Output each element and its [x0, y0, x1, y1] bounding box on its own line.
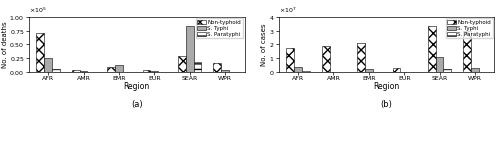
- Bar: [80, 71, 88, 72]
- Bar: [392, 68, 400, 72]
- Y-axis label: No. of deaths: No. of deaths: [2, 21, 8, 68]
- Bar: [72, 70, 80, 72]
- Bar: [44, 58, 52, 72]
- Bar: [471, 69, 479, 72]
- Bar: [322, 46, 330, 72]
- Bar: [178, 56, 186, 72]
- Bar: [150, 71, 158, 72]
- Bar: [444, 69, 452, 72]
- Bar: [302, 71, 310, 72]
- Bar: [464, 31, 471, 72]
- Bar: [365, 69, 372, 72]
- Bar: [428, 26, 436, 72]
- Bar: [142, 70, 150, 72]
- Bar: [294, 67, 302, 72]
- Bar: [186, 26, 194, 72]
- Bar: [357, 43, 365, 72]
- Text: (a): (a): [131, 100, 142, 109]
- Bar: [115, 65, 123, 72]
- X-axis label: Region: Region: [374, 82, 400, 91]
- Bar: [52, 69, 60, 72]
- Y-axis label: No. of cases: No. of cases: [262, 23, 268, 66]
- Legend: Non-typhoid, S. Typhi, S. Paratyphi: Non-typhoid, S. Typhi, S. Paratyphi: [446, 18, 493, 38]
- Bar: [214, 63, 221, 72]
- Legend: Non-typhoid, S. Typhi, S. Paratyphi: Non-typhoid, S. Typhi, S. Paratyphi: [196, 18, 243, 38]
- Text: (b): (b): [380, 100, 392, 109]
- Bar: [36, 33, 44, 72]
- Bar: [221, 70, 229, 72]
- X-axis label: Region: Region: [124, 82, 150, 91]
- Bar: [436, 57, 444, 72]
- Bar: [107, 67, 115, 72]
- Bar: [286, 48, 294, 72]
- Bar: [194, 62, 202, 72]
